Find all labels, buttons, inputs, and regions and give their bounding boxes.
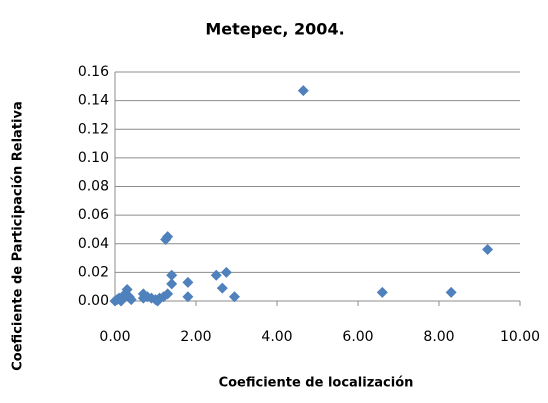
point [445, 286, 457, 298]
y-tick-label: 0.00 [78, 293, 109, 309]
x-tick-label: 8.00 [423, 329, 454, 345]
x-axis-title: Coeficiente de localización [219, 376, 414, 391]
point [220, 266, 232, 278]
point [210, 269, 222, 281]
y-axis-title: Coeficiente de Participación Relativa [11, 101, 26, 370]
point [166, 269, 178, 281]
point [137, 292, 149, 304]
x-tick-label: 2.00 [180, 329, 211, 345]
x-tick-label: 6.00 [342, 329, 373, 345]
point [482, 243, 494, 255]
y-tick-label: 0.04 [78, 236, 109, 252]
point [182, 276, 194, 288]
point [182, 291, 194, 303]
y-tick-label: 0.08 [78, 179, 109, 195]
point [152, 295, 164, 307]
point [109, 295, 121, 307]
point [216, 282, 228, 294]
y-tick-label: 0.10 [78, 150, 109, 166]
x-tick-label: 10.00 [500, 329, 540, 345]
point [160, 233, 172, 245]
point [115, 295, 127, 307]
y-tick-label: 0.14 [78, 93, 109, 109]
point [166, 278, 178, 290]
x-tick-label: 0.00 [99, 329, 130, 345]
y-tick-label: 0.02 [78, 264, 109, 280]
y-tick-label: 0.12 [78, 121, 109, 137]
y-tick-label: 0.16 [78, 64, 109, 80]
chart-title: Metepec, 2004. [205, 20, 344, 39]
point [376, 286, 388, 298]
x-tick-label: 4.00 [261, 329, 292, 345]
point [125, 294, 137, 306]
point [297, 85, 309, 97]
point [228, 291, 240, 303]
y-tick-label: 0.06 [78, 207, 109, 223]
